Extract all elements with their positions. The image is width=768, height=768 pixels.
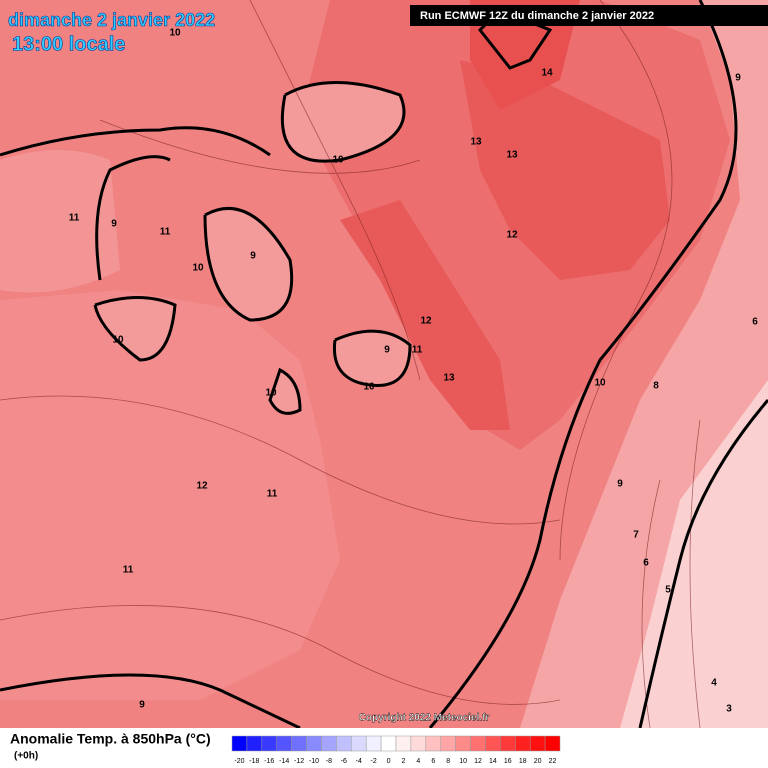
legend-swatch <box>231 735 248 752</box>
contour-label: 8 <box>653 381 659 392</box>
coastline-contour <box>0 0 701 729</box>
legend-swatch <box>276 735 292 752</box>
warm-ridge <box>340 200 510 430</box>
contour-label: 10 <box>332 155 344 166</box>
legend-swatch <box>321 735 337 752</box>
contour-label: 9 <box>250 251 256 262</box>
legend-swatch <box>291 735 307 752</box>
legend-tick-label: 8 <box>446 758 450 765</box>
legend-swatch <box>529 735 546 752</box>
legend-swatch <box>306 735 322 752</box>
legend-tick-label: 18 <box>519 758 527 765</box>
time-title: 13:00 locale <box>12 33 125 55</box>
run-box <box>410 5 768 26</box>
contour-label: 10 <box>112 335 124 346</box>
legend-tick-label: -20 <box>234 758 244 765</box>
west-area <box>0 290 340 700</box>
legend-tick-label: -10 <box>309 758 319 765</box>
legend-swatch <box>410 735 427 752</box>
legend-swatch <box>365 735 382 752</box>
contour-label: 11 <box>69 213 80 224</box>
legend-tick-label: 0 <box>387 758 391 765</box>
color-legend: -20 -18 -16 -14 -12 -10 -8 -6 -4 -2 0 2 4 6 8 10 12 14 16 1… <box>231 735 561 765</box>
contour-label: 9 <box>735 73 741 84</box>
legend-swatch <box>246 735 263 752</box>
date-title: dimanche 2 janvier 2022 <box>8 10 215 30</box>
legend-tick-label: 22 <box>549 758 557 765</box>
legend-tick-label: 16 <box>504 758 512 765</box>
legend-tick-label: 10 <box>459 758 467 765</box>
contour-label: 9 <box>617 479 623 490</box>
contour-label: 7 <box>633 530 639 541</box>
legend-tick-label: -12 <box>294 758 304 765</box>
legend-tick-label: -4 <box>356 758 362 765</box>
legend-swatch <box>261 735 277 752</box>
legend-swatch <box>470 735 486 752</box>
contour-label: 13 <box>470 137 482 148</box>
copyright: Copyright 2022 Meteociel.fr <box>359 713 490 724</box>
contour-label: 9 <box>111 219 117 230</box>
legend-swatch <box>485 735 501 752</box>
legend-swatch <box>395 735 412 752</box>
contour-label: 9 <box>384 345 390 356</box>
cool-pocket <box>95 297 300 414</box>
legend-swatch <box>380 735 397 752</box>
legend-tick-label: 4 <box>416 758 420 765</box>
legend-tick-label: 14 <box>489 758 497 765</box>
contour-labels: 10 14 9 13 13 10 11 9 11 12 9 10 6 12 10 9 11 13 10 10 8 10 12… <box>69 28 759 715</box>
legend-swatch <box>455 735 471 752</box>
legend-tick-label: -16 <box>264 758 274 765</box>
warm-core <box>460 60 670 280</box>
contour-label: 3 <box>726 704 732 715</box>
contour-label: 13 <box>443 373 455 384</box>
legend-tick-label: -8 <box>326 758 332 765</box>
legend-tick-label: 2 <box>402 758 406 765</box>
contour-label: 9 <box>139 700 145 711</box>
contour-label: 6 <box>643 558 649 569</box>
cool-pocket <box>205 208 292 320</box>
contour-label: 5 <box>665 585 671 596</box>
contour-label: 10 <box>192 263 204 274</box>
footer-step: (+0h) <box>14 751 38 762</box>
legend-swatch <box>515 735 531 752</box>
contour-label: 11 <box>123 565 134 576</box>
contour-label: 10 <box>169 28 181 39</box>
warm-core-north <box>470 0 580 110</box>
legend-swatch <box>351 735 367 752</box>
legend-tick-label: -2 <box>371 758 377 765</box>
legend-swatch <box>544 735 561 752</box>
contour-label: 11 <box>160 227 171 238</box>
cool-pocket <box>334 331 410 386</box>
legend-tick-label: -18 <box>249 758 259 765</box>
contour-label: 14 <box>541 68 553 79</box>
run-label: Run ECMWF 12Z du dimanche 2 janvier 2022 <box>420 10 654 22</box>
contour-label: 10 <box>363 382 375 393</box>
contour-label: 10 <box>594 378 606 389</box>
legend-tick-label: -14 <box>279 758 289 765</box>
atlantic-area <box>0 150 120 293</box>
legend-swatch <box>500 735 516 752</box>
legend-swatch <box>425 735 441 752</box>
contour-label: 10 <box>265 388 277 399</box>
legend-tick-label: -6 <box>341 758 347 765</box>
contour-label: 4 <box>711 678 717 689</box>
contour-label: 12 <box>506 230 518 241</box>
cold-area <box>620 380 768 728</box>
contour-label: 12 <box>196 481 208 492</box>
contour-label: 11 <box>267 489 278 500</box>
legend-tick-label: 12 <box>474 758 482 765</box>
contour-label: 6 <box>752 317 758 328</box>
footer-title: Anomalie Temp. à 850hPa (°C) <box>10 731 211 747</box>
contour-label: 13 <box>506 150 518 161</box>
zero-isotherm <box>0 0 768 730</box>
legend-swatch <box>336 735 352 752</box>
contour-label: 11 <box>412 345 423 356</box>
contour-label: 12 <box>420 316 432 327</box>
legend-tick-label: 6 <box>431 758 435 765</box>
legend-swatch <box>440 735 456 752</box>
cool-pocket <box>282 82 404 162</box>
legend-tick-label: 20 <box>534 758 542 765</box>
